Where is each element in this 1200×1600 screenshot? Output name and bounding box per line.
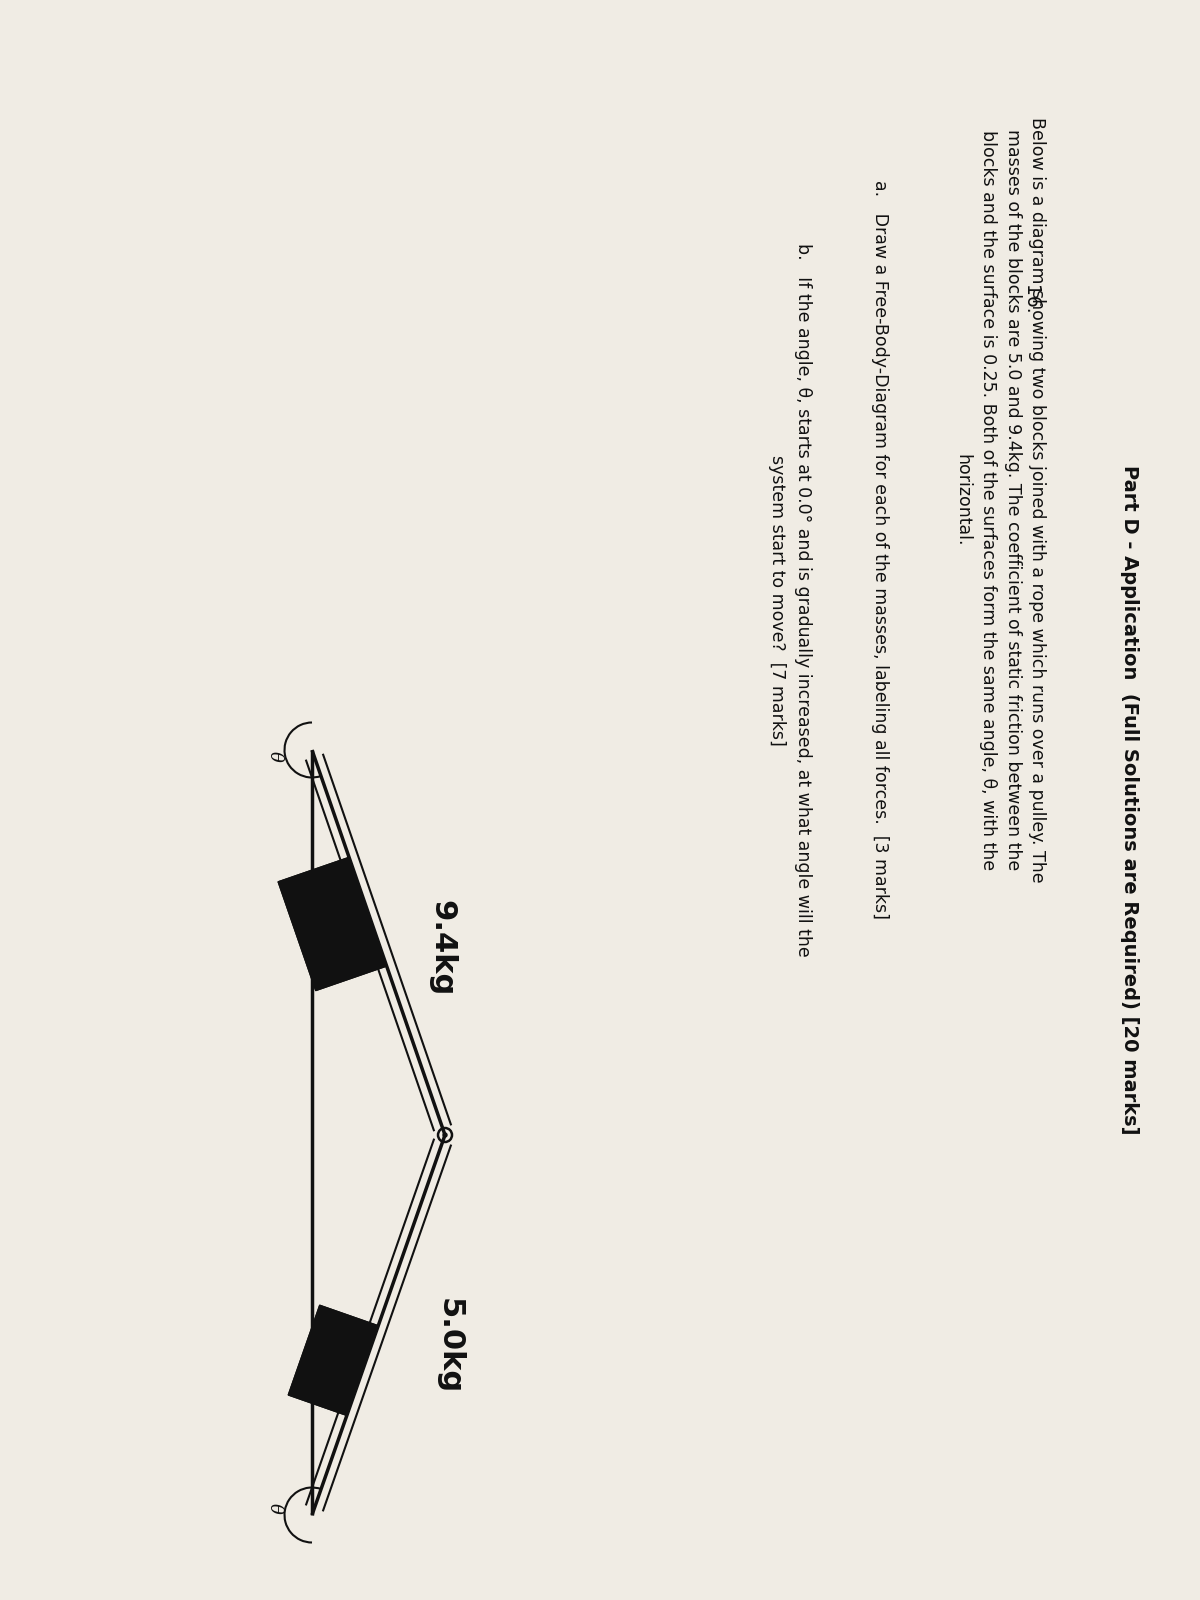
- Text: 16.: 16.: [1021, 285, 1040, 315]
- Text: Part D - Application  (Full Solutions are Required) [20 marks]: Part D - Application (Full Solutions are…: [1121, 466, 1140, 1134]
- Text: θ: θ: [265, 750, 283, 762]
- Text: a.   Draw a Free-Body-Diagram for each of the masses, labeling all forces.  [3 m: a. Draw a Free-Body-Diagram for each of …: [871, 181, 889, 920]
- Text: b.   If the angle, θ, starts at 0.0° and is gradually increased, at what angle w: b. If the angle, θ, starts at 0.0° and i…: [768, 243, 811, 957]
- Text: 5.0kg: 5.0kg: [434, 1298, 463, 1394]
- Text: Below is a diagram showing two blocks joined with a rope which runs over a pulle: Below is a diagram showing two blocks jo…: [954, 117, 1046, 883]
- Text: θ: θ: [265, 1502, 283, 1514]
- Circle shape: [443, 1133, 446, 1138]
- Text: 9.4kg: 9.4kg: [427, 899, 456, 995]
- Polygon shape: [278, 858, 386, 990]
- Polygon shape: [288, 1306, 378, 1416]
